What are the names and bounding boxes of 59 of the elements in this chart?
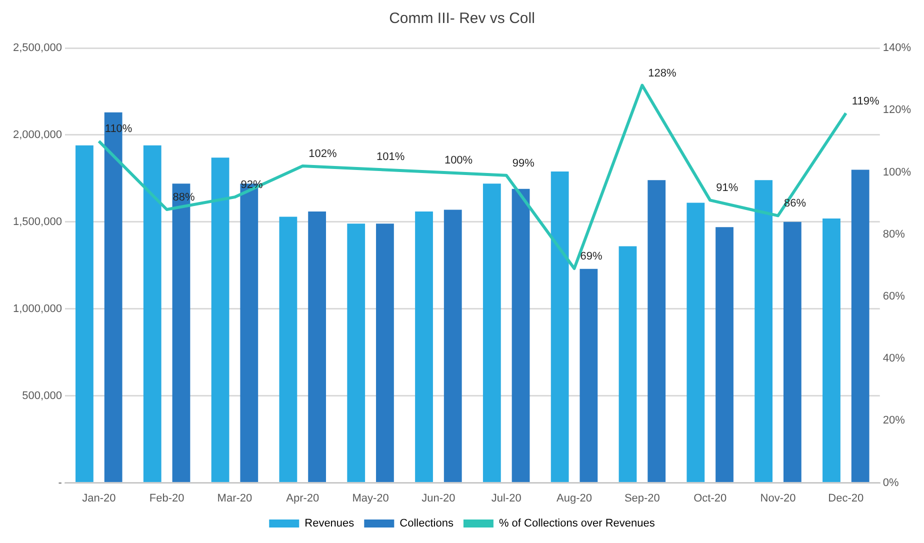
bar	[444, 210, 462, 482]
chart-title: Comm III- Rev vs Coll	[389, 10, 535, 28]
y2-tick-label: 100%	[882, 166, 912, 178]
bar	[279, 216, 298, 482]
y2-tick-label: 0%	[882, 476, 899, 489]
y-tick-label: 2,500,000	[13, 42, 62, 54]
y-tick-label: 1,000,000	[13, 302, 62, 315]
bar	[415, 211, 433, 482]
bar	[716, 227, 734, 482]
bar	[347, 224, 366, 482]
bar	[783, 222, 802, 482]
legend-label: % of Collections over Revenues	[498, 518, 656, 530]
y2-tick-label: 60%	[882, 290, 906, 302]
bar	[686, 202, 705, 482]
bar	[851, 170, 870, 482]
x-tick-label: Oct-20	[694, 492, 727, 504]
data-label: 119%	[852, 95, 880, 108]
x-tick-label: Mar-20	[217, 492, 252, 504]
data-label: 128%	[648, 67, 677, 80]
bar	[580, 268, 598, 482]
y-tick-label: -	[58, 476, 62, 489]
bar	[482, 184, 501, 482]
bar	[550, 171, 569, 482]
bar	[512, 188, 530, 482]
x-tick-label: Jul-20	[491, 492, 522, 504]
y2-tick-label: 80%	[882, 228, 906, 240]
data-label: 100%	[444, 154, 473, 166]
data-label: 102%	[308, 148, 337, 160]
x-tick-label: Apr-20	[286, 492, 320, 504]
data-label: 91%	[716, 182, 738, 194]
bar	[376, 224, 394, 482]
x-tick-label: Dec-20	[828, 492, 864, 504]
y2-tick-label: 40%	[882, 352, 906, 365]
x-tick-label: Sep-20	[624, 492, 660, 504]
y-tick-label: 2,000,000	[13, 128, 62, 141]
bar	[618, 246, 637, 482]
data-label: 69%	[580, 250, 603, 263]
y2-tick-label: 140%	[882, 42, 912, 54]
x-tick-label: Nov-20	[760, 492, 796, 504]
bar	[308, 211, 326, 482]
x-tick-label: Jan-20	[82, 492, 116, 504]
y2-tick-label: 120%	[882, 104, 912, 116]
y-tick-label: 500,000	[22, 390, 62, 402]
y2-tick-label: 20%	[882, 414, 906, 427]
x-tick-label: Aug-20	[556, 492, 592, 504]
legend-label: Collections	[400, 518, 454, 530]
bar	[754, 180, 773, 482]
x-tick-label: Feb-20	[149, 492, 184, 504]
data-label: 99%	[512, 157, 535, 170]
legend-label: Revenues	[304, 518, 355, 530]
data-label: 101%	[376, 151, 405, 164]
bar	[76, 145, 94, 482]
x-tick-label: May-20	[352, 492, 389, 504]
bar	[211, 158, 230, 482]
bar	[822, 218, 840, 482]
bar	[648, 180, 666, 482]
bar	[143, 145, 162, 482]
x-tick-label: Jun-20	[422, 492, 456, 504]
y-tick-label: 1,500,000	[13, 216, 62, 228]
